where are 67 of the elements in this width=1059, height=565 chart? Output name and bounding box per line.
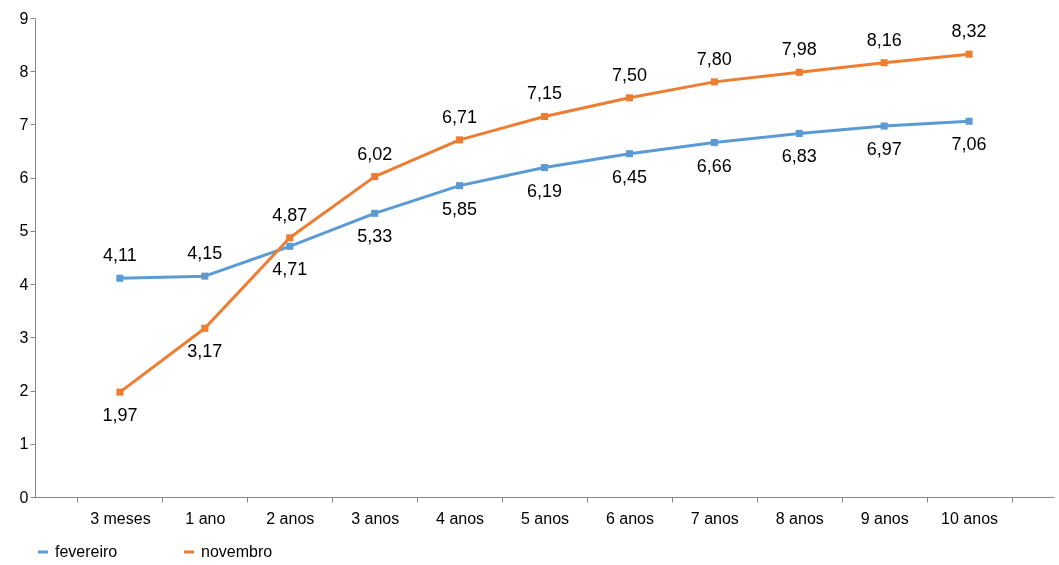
- data-label: 5,33: [357, 226, 393, 247]
- point: [201, 324, 209, 332]
- data-label: 7,98: [781, 39, 817, 60]
- point: [880, 122, 888, 130]
- y-tick-label: 0: [19, 488, 29, 506]
- x-tick-label: 8 anos: [775, 509, 824, 527]
- data-label: 7,80: [696, 48, 732, 69]
- data-label: 4,87: [272, 204, 308, 225]
- point: [371, 209, 379, 217]
- data-label: 7,15: [526, 83, 563, 104]
- data-label: 6,83: [781, 146, 817, 167]
- x-tick-label: 9 anos: [860, 509, 909, 527]
- x-tick-label: 4 anos: [436, 509, 485, 527]
- x-tick-label: 3 meses: [90, 509, 151, 527]
- data-label: 5,85: [442, 198, 478, 219]
- point: [456, 182, 464, 190]
- point: [540, 164, 549, 172]
- x-tick-label: 6 anos: [605, 509, 654, 527]
- y-tick-label: 1: [19, 435, 29, 453]
- point: [795, 129, 803, 138]
- point: [116, 388, 124, 396]
- point: [625, 94, 633, 102]
- x-tick-label: 2 anos: [266, 509, 315, 527]
- x-tick-label: 5 anos: [520, 509, 570, 527]
- y-tick-label: 4: [19, 275, 29, 293]
- y-tick-label: 3: [19, 328, 29, 346]
- x-tick-label: 10 anos: [941, 509, 999, 527]
- y-tick-label: 6: [19, 169, 29, 187]
- y-tick-label: 9: [19, 9, 29, 27]
- point: [286, 234, 294, 242]
- y-tick-label: 7: [19, 115, 29, 133]
- point: [710, 78, 718, 86]
- data-label: 6,71: [442, 106, 478, 127]
- point: [371, 173, 379, 181]
- data-label: 7,06: [951, 134, 987, 155]
- y-tick-label: 5: [19, 222, 29, 240]
- point: [625, 150, 633, 158]
- data-label: 7,50: [611, 64, 647, 85]
- data-label: 6,19: [526, 180, 563, 201]
- point: [965, 117, 973, 125]
- data-label: 3,17: [187, 341, 223, 362]
- data-label: 6,97: [866, 139, 902, 160]
- point: [795, 68, 803, 76]
- data-label: 8,16: [866, 29, 902, 50]
- data-label: 4,15: [187, 243, 223, 264]
- data-label: 6,02: [357, 143, 393, 164]
- data-label: 6,45: [611, 166, 647, 187]
- point: [965, 50, 973, 58]
- point: [540, 112, 549, 120]
- data-label: 8,32: [951, 21, 987, 42]
- data-label: 4,71: [272, 259, 308, 280]
- data-label: 6,66: [696, 155, 732, 176]
- data-label: 1,97: [102, 405, 138, 426]
- point: [880, 59, 888, 67]
- point: [456, 136, 464, 144]
- x-tick-label: 3 anos: [351, 509, 400, 527]
- point: [116, 274, 124, 282]
- x-tick-label: 1 ano: [185, 509, 226, 527]
- y-tick-label: 2: [19, 382, 29, 400]
- point: [201, 272, 209, 280]
- y-tick-label: 8: [19, 62, 29, 80]
- legend-label: fevereiro: [55, 543, 118, 560]
- legend-label: novembro: [201, 543, 273, 560]
- x-tick-label: 7 anos: [690, 509, 739, 527]
- point: [710, 139, 718, 147]
- data-label: 4,11: [103, 245, 137, 266]
- point: [286, 242, 294, 250]
